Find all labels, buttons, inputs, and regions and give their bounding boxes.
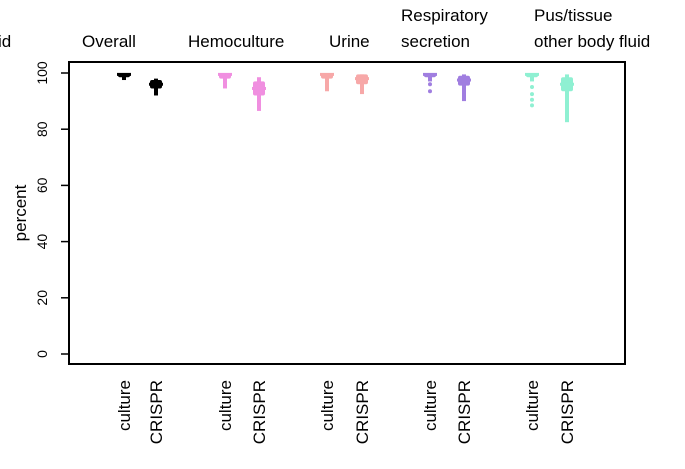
panel-title-urine: Urine [329,32,370,51]
panel-title-pus-tissue-line1: Pus/tissue [534,6,612,25]
x-tick-label: culture [115,380,134,431]
median-line [117,72,131,76]
box-3-culture [423,72,437,94]
outlier-point [428,82,432,87]
box-2-crispr [355,74,369,95]
outlier-point [530,103,534,108]
panel-title-hemoculture-line1: Hemoculture [188,32,284,51]
panel-title-urine-line1: Urine [329,32,370,51]
y-axis-label: percent [11,184,30,241]
plot-frame [68,61,626,365]
outlier-point [428,89,432,94]
box-4-culture [525,72,539,108]
outlier-point [530,85,534,90]
panel-title-overall: Overall [82,32,136,51]
x-tick-label: CRISPR [250,380,269,444]
median-line [525,72,539,76]
x-tick-label: CRISPR [147,380,166,444]
x-tick-label: CRISPR [558,380,577,444]
box-1-crispr [252,77,266,111]
x-tick-label: culture [523,380,542,431]
whisker [325,73,329,92]
y-tick-label: 20 [34,290,50,306]
box-series [117,72,574,123]
box-2-culture [320,72,334,92]
panel-title-respiratory: Respiratory secretion [401,6,488,51]
x-tick-labels: culture CRISPR culture CRISPR culture CRISPR c… [115,380,577,444]
whisker [223,73,227,89]
median-line [252,86,266,90]
y-tick-label: 60 [34,177,50,193]
x-tick-label: culture [318,380,337,431]
box-4-crispr [560,74,574,123]
whisker [565,74,569,123]
panel-title-overall-line1: Overall [82,32,136,51]
x-tick-label: CRISPR [353,380,372,444]
cropped-left-text: id [0,32,11,51]
whisker [462,74,466,102]
y-tick-label: 100 [34,61,50,85]
x-tick-label: CRISPR [455,380,474,444]
outlier-point [530,92,534,97]
y-tick-label: 0 [34,350,50,358]
median-line [423,72,437,76]
box-3-crispr [457,74,471,102]
panel-title-respiratory-line2: secretion [401,32,470,51]
outlier-point [530,97,534,102]
box-0-crispr [149,78,163,96]
median-line [149,82,163,86]
y-tick-label: 40 [34,234,50,250]
box-1-culture [218,72,232,89]
x-tick-label: culture [216,380,235,431]
panel-title-pus-tissue: Pus/tissue other body fluid [534,6,650,51]
median-line [457,78,471,82]
y-tick-label: 80 [34,121,50,137]
panel-title-hemoculture: Hemoculture [188,32,284,51]
panel-title-respiratory-line1: Respiratory [401,6,488,25]
y-axis-ticks: 0 20 40 60 80 100 [34,61,69,358]
x-tick-label: culture [421,380,440,431]
median-line [355,77,369,81]
box-0-culture [117,72,131,81]
median-line [560,82,574,86]
median-line [320,72,334,76]
panel-title-pus-tissue-line2: other body fluid [534,32,650,51]
median-line [218,72,232,76]
